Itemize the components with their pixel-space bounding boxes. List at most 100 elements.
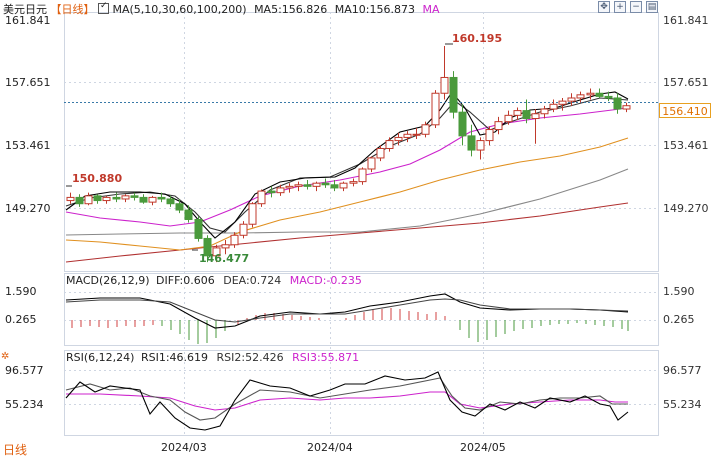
candle-down: [139, 196, 148, 203]
rsi-indicator-icon[interactable]: ✲: [1, 351, 10, 362]
period-switch-button[interactable]: 日线: [3, 443, 28, 457]
ma-toggle-checkbox[interactable]: ✓: [98, 1, 109, 14]
candle-up: [540, 108, 549, 115]
candle-up: [394, 136, 403, 142]
rsi-lines: [65, 371, 629, 431]
candle-up: [349, 181, 358, 184]
candle-up: [358, 168, 367, 183]
candle-down: [458, 111, 467, 137]
ma10-line: [65, 97, 629, 233]
candle-up: [513, 110, 522, 116]
candle-down: [595, 92, 604, 97]
check-icon: ✓: [100, 1, 108, 11]
candle-up: [294, 184, 303, 187]
left-price-tick-2: 157.651: [5, 76, 51, 89]
candle-down: [130, 195, 139, 198]
price-tick-4: 149.270: [663, 202, 709, 215]
candle-up: [66, 196, 75, 202]
candle-down: [166, 198, 175, 205]
date-label-april: 2024/04: [307, 441, 353, 454]
candle-up: [494, 121, 503, 131]
move-icon[interactable]: ✥: [598, 1, 610, 13]
zoom-out-icon[interactable]: −: [630, 1, 642, 13]
candle-down: [175, 203, 184, 211]
price-tick-3: 153.461: [663, 139, 709, 152]
period-tag[interactable]: 【日线】: [50, 3, 95, 16]
price-tick-2: 157.651: [663, 76, 709, 89]
candle-up: [531, 113, 540, 119]
macd-histogram: [71, 308, 629, 344]
candle-up: [276, 187, 285, 194]
date-label-march: 2024/03: [161, 441, 207, 454]
candles: [66, 45, 631, 263]
start-annotation: 150.880: [72, 172, 123, 185]
last-price-tag: 156.410: [659, 103, 711, 118]
candle-down: [449, 76, 458, 113]
candle-up: [485, 129, 494, 142]
macd-left-tick-1: 1.590: [5, 285, 37, 298]
candle-up: [367, 157, 376, 170]
rsi-header: RSI(6,12,24) RSI1:46.619 RSI2:52.426 RSI…: [66, 351, 359, 364]
left-price-tick-4: 149.270: [5, 202, 51, 215]
rsi-left-tick-2: 55.234: [5, 398, 44, 411]
candle-up: [312, 182, 321, 187]
ma10-value: MA10:156.873: [334, 3, 415, 16]
candle-up: [440, 76, 449, 94]
candle-up: [339, 182, 348, 189]
candle-down: [467, 135, 476, 151]
candle-up: [412, 133, 421, 136]
settings-icon[interactable]: ▤: [646, 1, 658, 13]
ma-more-label: MA: [422, 3, 440, 16]
ma-lines: [65, 91, 629, 263]
candle-down: [93, 195, 102, 202]
candle-down: [203, 237, 212, 257]
candle-up: [102, 196, 111, 202]
candle-up: [476, 140, 485, 151]
chart-header: 美元日元 【日线】 ✓ MA(5,10,30,60,100,200) MA5:1…: [3, 1, 440, 17]
macd-diff-value: DIFF:0.606: [156, 274, 215, 287]
candle-up: [403, 133, 412, 138]
macd-dea-line: [65, 298, 629, 323]
left-price-tick-1: 161.841: [5, 14, 51, 27]
macd-right-tick-1: 1.590: [663, 285, 695, 298]
price-tick-1: 161.841: [663, 14, 709, 27]
rsi1-line: [65, 371, 629, 431]
candle-down: [112, 196, 121, 200]
rsi3-value: RSI3:55.871: [292, 351, 360, 364]
candle-up: [248, 203, 257, 225]
candle-down: [522, 110, 531, 119]
symbol-label: 美元日元: [3, 3, 47, 16]
chart-grid: [64, 12, 659, 436]
rsi-left-tick-1: 96.577: [5, 364, 44, 377]
macd-right-tick-2: 0.265: [663, 313, 695, 326]
zoom-in-icon[interactable]: +: [614, 1, 626, 13]
candle-up: [558, 100, 567, 105]
macd-title: MACD(26,12,9): [66, 274, 150, 287]
annotation-markers: [66, 43, 453, 251]
candle-down: [303, 184, 312, 187]
candle-up: [576, 94, 585, 99]
ma100-line: [65, 168, 629, 236]
candle-down: [75, 196, 84, 205]
ma5-line: [65, 91, 629, 239]
candle-up: [376, 147, 385, 159]
candle-down: [157, 196, 166, 200]
candle-up: [239, 223, 248, 236]
ma60-line: [65, 137, 629, 251]
left-price-tick-3: 153.461: [5, 139, 51, 152]
rsi-right-tick-1: 96.577: [663, 364, 702, 377]
rsi-right-tick-2: 55.234: [663, 398, 702, 411]
candle-up: [230, 234, 239, 246]
ma200-line: [65, 202, 629, 263]
ma5-value: MA5:156.826: [254, 3, 328, 16]
high-annotation: 160.195: [452, 32, 503, 45]
candle-down: [267, 190, 276, 194]
candle-down: [604, 95, 613, 99]
candle-down: [330, 184, 339, 189]
candle-up: [431, 92, 440, 126]
candle-up: [257, 190, 266, 205]
candle-up: [549, 103, 558, 110]
candle-up: [421, 124, 430, 135]
rsi-title: RSI(6,12,24): [66, 351, 135, 364]
